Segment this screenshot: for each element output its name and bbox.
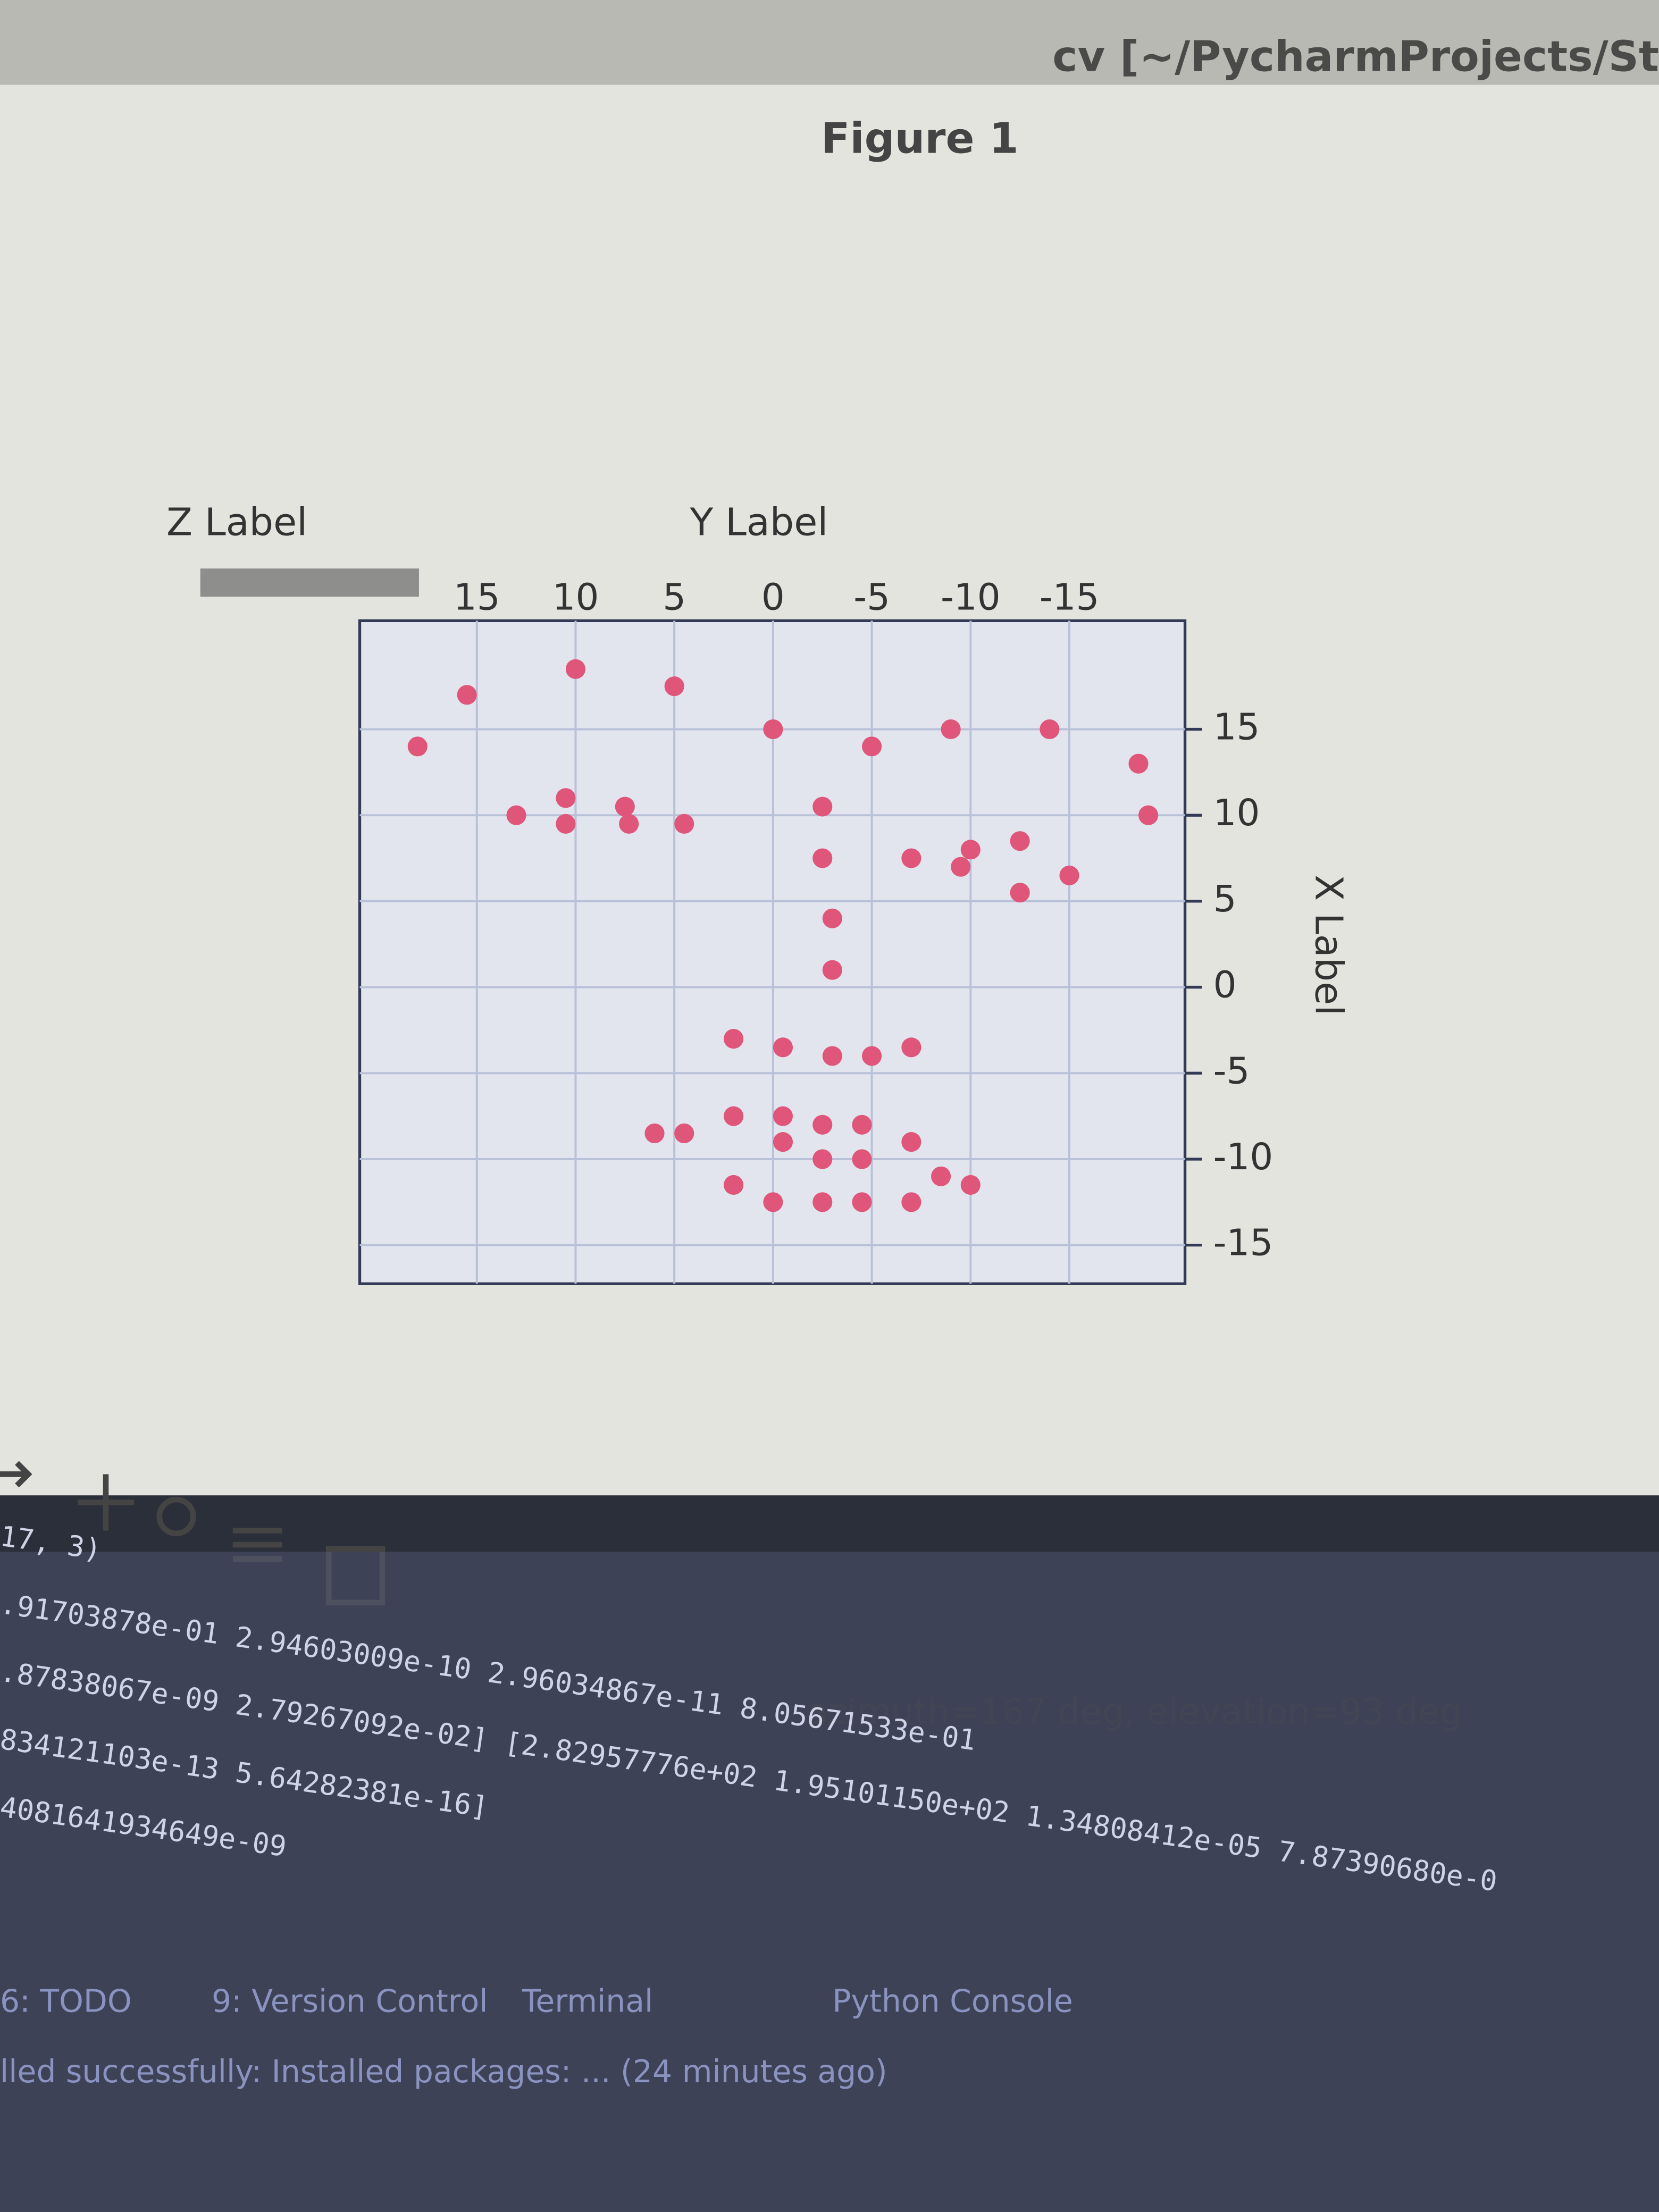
scatter-point	[773, 1106, 793, 1126]
scatter-point	[1128, 753, 1149, 774]
scatter-point	[812, 1192, 833, 1212]
x-tick-label: -15	[1040, 576, 1100, 619]
scatter-point	[619, 814, 639, 834]
scatter-point	[941, 719, 961, 740]
y-tick-label: 5	[1213, 878, 1237, 920]
y-tick-label: 15	[1213, 706, 1260, 749]
scatter-point	[901, 1192, 921, 1212]
event-log: lled successfully: Installed packages: .…	[0, 2054, 887, 2090]
z-axis-label: Z Label	[166, 500, 307, 544]
scatter-point	[951, 857, 971, 877]
scatter-point	[1010, 831, 1030, 851]
y-axis-label: X Label	[1306, 875, 1351, 1016]
scatter-point	[1059, 865, 1079, 885]
scatter-point	[763, 719, 783, 740]
scatter-point	[674, 814, 694, 834]
scatter-point	[901, 1037, 921, 1058]
scatter-point	[960, 840, 981, 860]
status-text: azimuth=167 deg, elevation=93 deg	[807, 1691, 1462, 1732]
scatter-point	[822, 1046, 842, 1066]
y-tick-label: -10	[1213, 1136, 1273, 1178]
title-bar	[0, 0, 1659, 85]
configure-button[interactable]	[232, 1528, 282, 1562]
window-title: cv [~/PycharmProjects/St	[1052, 31, 1659, 81]
scatter-point	[407, 736, 428, 757]
scatter-point	[773, 1037, 793, 1058]
scatter-point	[615, 797, 635, 817]
scatter-point	[901, 1132, 921, 1152]
scatter-point	[1010, 883, 1030, 903]
scatter-point	[763, 1192, 783, 1212]
scatter-point	[565, 659, 586, 679]
tool-tab: 9: Version Control	[212, 1983, 488, 2019]
pan-button[interactable]	[77, 1474, 135, 1531]
scatter-point	[1040, 719, 1060, 740]
scatter-point	[644, 1123, 665, 1144]
scatter-point	[822, 960, 842, 980]
x-tick-label: 15	[454, 576, 500, 619]
save-button[interactable]	[325, 1546, 386, 1606]
console-panel	[0, 1552, 1659, 2212]
scatter-point	[812, 848, 833, 868]
x-tick-label: -10	[941, 576, 1001, 619]
scatter-point	[852, 1192, 872, 1212]
scatter-point	[724, 1106, 744, 1126]
x-tick-label: 0	[761, 576, 785, 619]
scatter-point	[822, 908, 842, 928]
toolbar: azimuth=167 deg, elevation=93 deg	[0, 1461, 1462, 1732]
scatter-point	[812, 797, 833, 817]
x-tick-label: -5	[853, 576, 890, 619]
scatter-point	[931, 1166, 951, 1186]
z-tick-cluster	[200, 568, 419, 597]
zoom-button[interactable]	[156, 1496, 196, 1537]
scatter-point	[852, 1115, 872, 1135]
figure-title: Figure 1	[821, 113, 1019, 163]
scatter-point	[1138, 805, 1159, 825]
scatter-point	[812, 1115, 833, 1135]
scatter-point	[556, 788, 576, 808]
scatter-point	[960, 1175, 981, 1195]
scatter-point	[556, 814, 576, 834]
tool-tab: 6: TODO	[0, 1983, 132, 2019]
scatter-point	[862, 736, 882, 757]
scatter-point	[812, 1149, 833, 1169]
scatter-point	[852, 1149, 872, 1169]
x-tick-label: 10	[552, 576, 599, 619]
x-axis-label: Y Label	[689, 500, 828, 544]
plot: Z Label Y Label X Label 15 10 5 0 -5 -10 -15 15…	[166, 500, 1351, 1285]
scatter-point	[724, 1029, 744, 1049]
y-tick-label: 10	[1213, 792, 1260, 834]
x-tick-label: 5	[663, 576, 686, 619]
y-tick-label: -15	[1213, 1222, 1273, 1264]
y-tick-label: -5	[1213, 1050, 1250, 1092]
tool-tab: Python Console	[832, 1983, 1073, 2019]
scatter-point	[506, 805, 526, 825]
scatter-point	[901, 848, 921, 868]
y-tick-label: 0	[1213, 964, 1237, 1007]
scatter-point	[664, 676, 684, 697]
tool-tabs: 6: TODO 9: Version Control Terminal Python …	[0, 1983, 1073, 2019]
scatter-point	[457, 685, 477, 705]
forward-button[interactable]	[0, 1461, 32, 1488]
scatter-point	[674, 1123, 694, 1144]
scatter-point	[862, 1046, 882, 1066]
tool-tab: Terminal	[522, 1983, 653, 2019]
scatter-point	[773, 1132, 793, 1152]
scatter-point	[724, 1175, 744, 1195]
